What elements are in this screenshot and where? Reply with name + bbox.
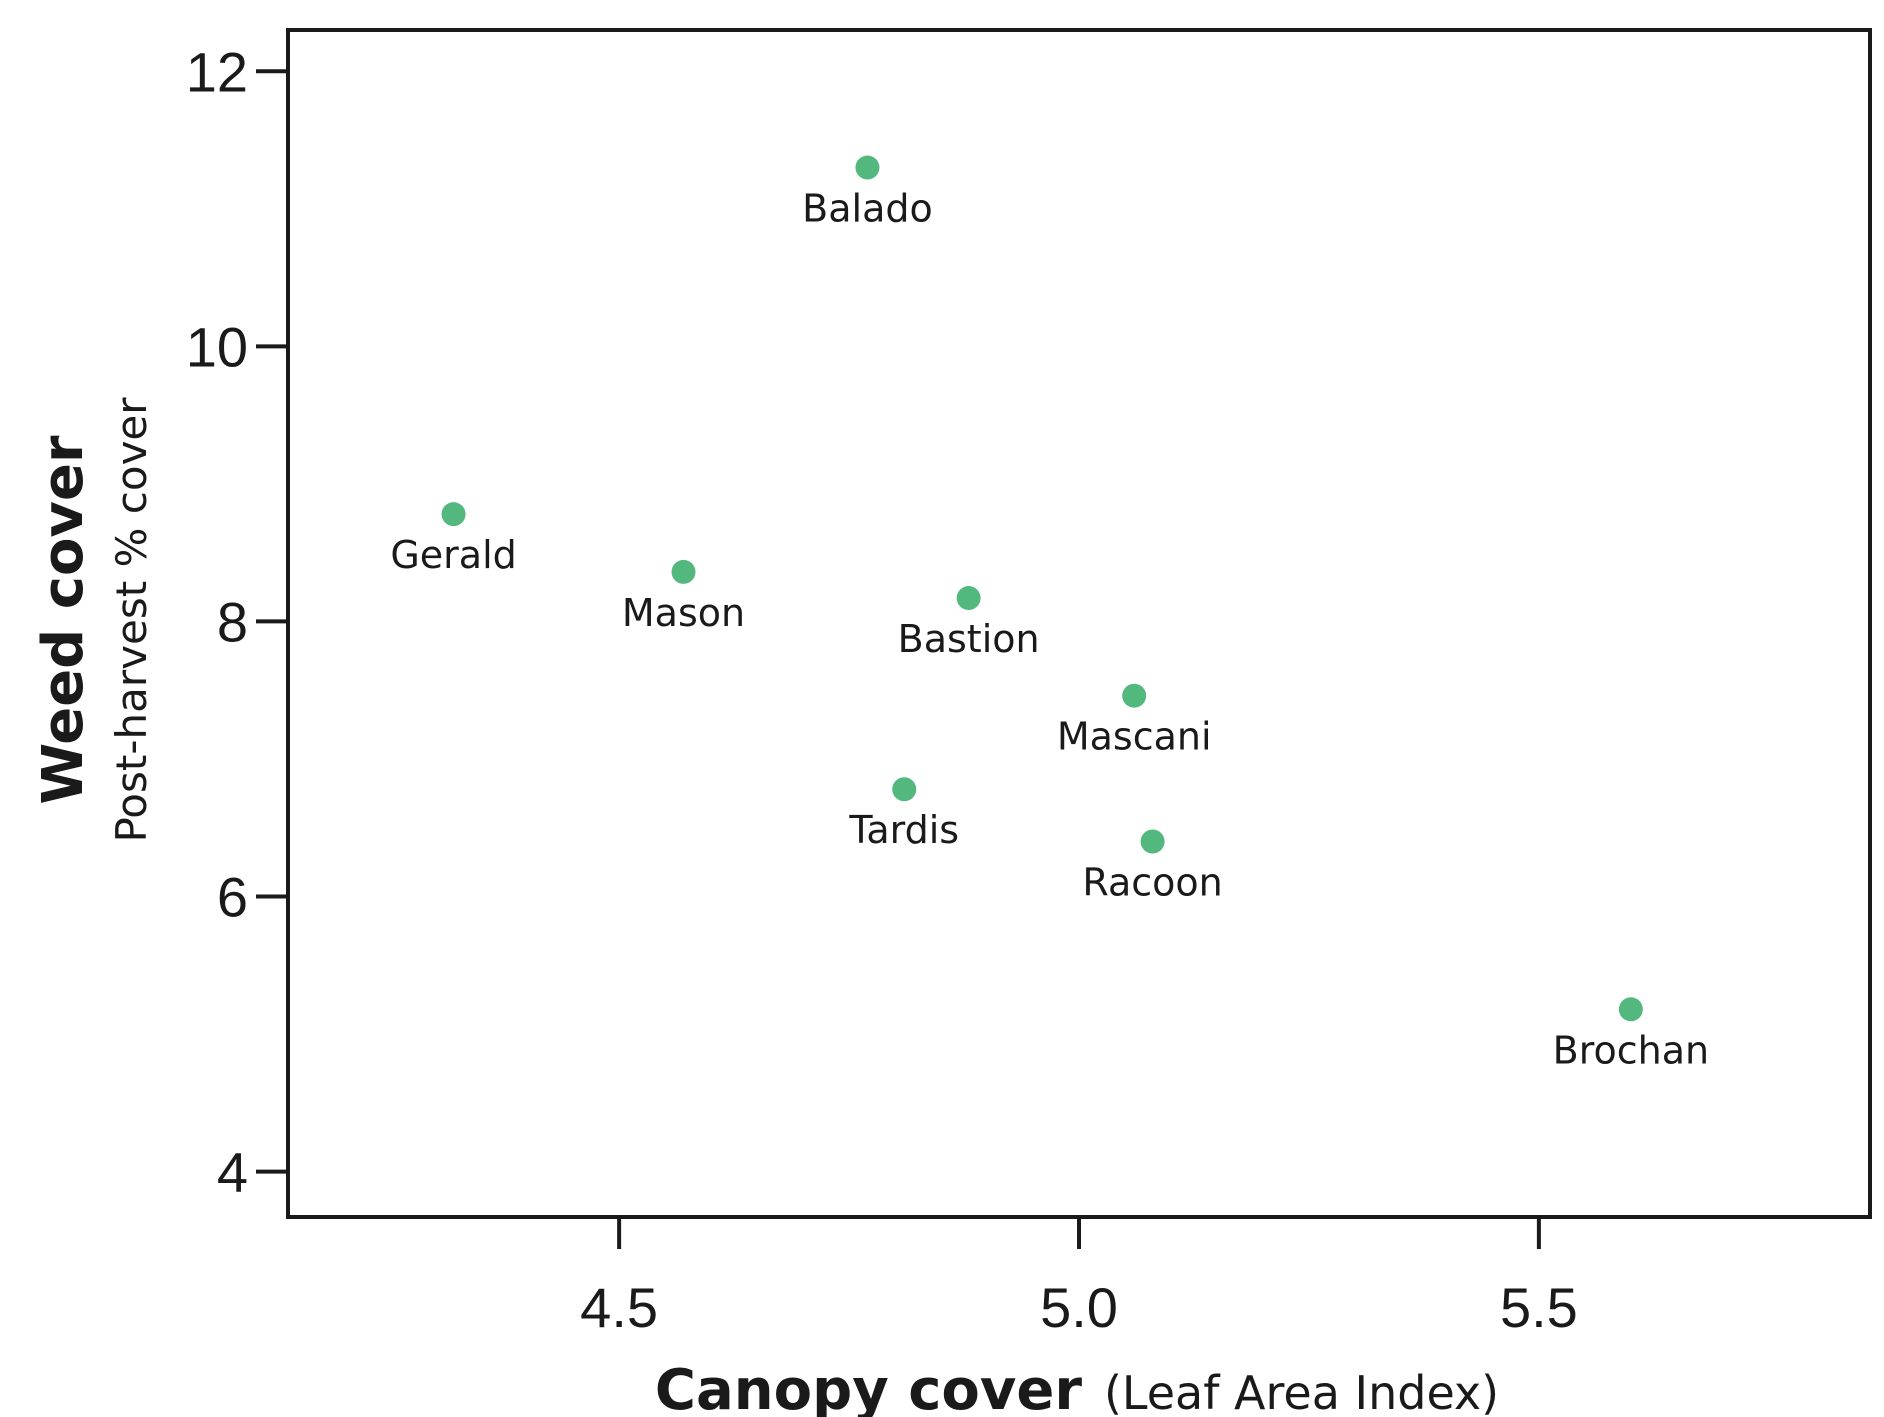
data-point [671, 559, 696, 584]
data-point-label: Tardis [848, 808, 959, 852]
data-point [892, 777, 917, 802]
data-point-label: Bastion [898, 617, 1040, 661]
data-point [1122, 683, 1147, 708]
data-point [855, 155, 880, 180]
x-axis-title-unit: (Leaf Area Index) [1104, 1366, 1499, 1417]
y-tick-label: 4 [217, 1141, 248, 1204]
x-tick-label: 5.0 [1040, 1276, 1118, 1339]
data-points: Balado Gerald Mason Bastion Mascani Tardis Rac… [390, 155, 1709, 1072]
data-point [441, 502, 466, 527]
data-point-label: Racoon [1082, 861, 1222, 905]
x-tick-label: 5.5 [1500, 1276, 1578, 1339]
y-tick-label: 12 [186, 40, 248, 103]
y-tick-label: 10 [186, 315, 248, 378]
data-point [1618, 997, 1643, 1022]
data-point [1140, 829, 1165, 854]
data-point-label: Brochan [1553, 1028, 1709, 1072]
data-point-label: Mason [622, 591, 745, 635]
data-point-label: Mascani [1057, 715, 1212, 759]
y-tick-label: 6 [217, 866, 248, 929]
y-axis: 4 6 8 10 12 [186, 40, 288, 1204]
y-axis-title: Weed cover [31, 435, 96, 804]
y-axis-subtitle: Post-harvest % cover [107, 397, 156, 843]
data-point-label: Balado [802, 187, 933, 231]
data-point-label: Gerald [390, 533, 516, 577]
x-axis-title-main: Canopy cover [655, 1358, 1082, 1417]
data-point [956, 586, 981, 611]
y-tick-label: 8 [217, 590, 248, 653]
x-tick-label: 4.5 [580, 1276, 658, 1339]
x-axis: 4.5 5.0 5.5 [580, 1217, 1578, 1339]
x-axis-title: Canopy cover (Leaf Area Index) [655, 1358, 1499, 1417]
